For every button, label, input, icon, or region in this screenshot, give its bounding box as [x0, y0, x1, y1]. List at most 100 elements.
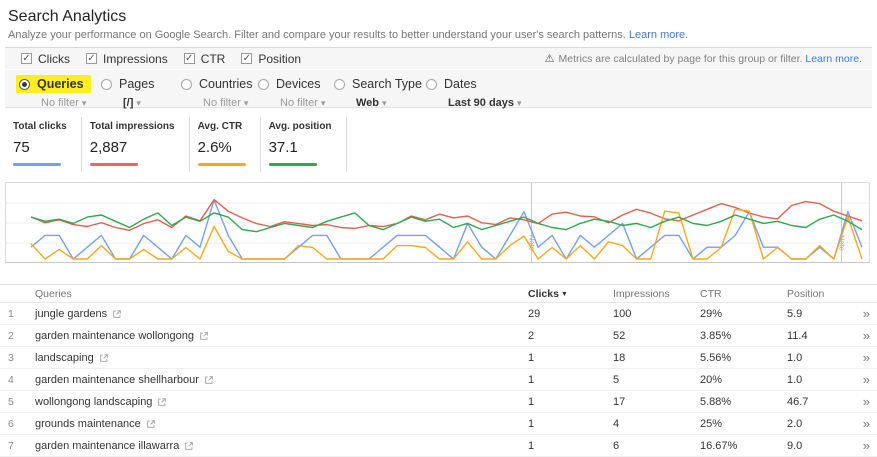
query-link[interactable]: garden maintenance wollongong: [35, 329, 195, 342]
query-cell: garden maintenance illawarra: [30, 440, 518, 452]
position-value: 1.0: [787, 351, 803, 364]
metric-checkbox-ctr[interactable]: ✓ CTR: [183, 52, 225, 66]
expand-row-button[interactable]: »: [862, 350, 870, 365]
column-header-clicks[interactable]: Clicks ▼: [528, 287, 568, 300]
position-value: 9.0: [787, 439, 803, 452]
query-link[interactable]: garden maintenance illawarra: [35, 439, 180, 452]
dimension-filter-dropdown[interactable]: No filter ▾: [280, 97, 334, 109]
checkbox-checked-icon: ✓: [241, 53, 253, 64]
radio-icon: [258, 78, 269, 90]
queries-table: Queries Clicks ▼ Impressions CTR Position…: [0, 284, 877, 457]
external-link-icon[interactable]: [199, 331, 209, 341]
dimension-radio-row[interactable]: Queries: [16, 75, 91, 93]
external-link-icon[interactable]: [146, 419, 156, 429]
query-cell: grounds maintenance: [30, 418, 518, 430]
external-link-icon[interactable]: [204, 375, 214, 385]
page-description: Analyze your performance on Google Searc…: [8, 29, 688, 41]
query-cell: landscaping: [30, 352, 518, 364]
chart-line-ctr: [30, 208, 863, 260]
summary-card-underline: [197, 163, 246, 166]
summary-card-label: Avg. CTR: [197, 121, 243, 132]
dimension-filter-dropdown[interactable]: Last 90 days ▾: [448, 97, 522, 109]
impressions-value: 4: [613, 417, 620, 430]
metrics-notice-learn-more-link[interactable]: Learn more.: [805, 53, 862, 65]
external-link-icon[interactable]: [157, 397, 167, 407]
dimension-radio-row[interactable]: Pages: [98, 75, 161, 93]
expand-row-button[interactable]: »: [862, 416, 870, 431]
metric-checkbox-impressions[interactable]: ✓ Impressions: [86, 52, 168, 66]
clicks-value: 2: [528, 329, 535, 342]
analytics-chart[interactable]: Note Note: [5, 182, 870, 263]
column-header-impressions[interactable]: Impressions: [613, 287, 670, 300]
dimension-radio-row[interactable]: Dates: [423, 75, 484, 93]
dimension-radio-row[interactable]: Countries: [178, 75, 260, 93]
dimension-filter-dropdown[interactable]: [/] ▾: [123, 97, 181, 109]
expand-row-button[interactable]: »: [862, 438, 870, 453]
radio-icon: [334, 78, 345, 90]
expand-row-button[interactable]: »: [862, 372, 870, 387]
external-link-icon[interactable]: [99, 353, 109, 363]
row-rank: 2: [8, 329, 14, 342]
radio-icon: [19, 78, 30, 90]
summary-card-label: Total impressions: [89, 121, 175, 132]
external-link-icon[interactable]: [184, 441, 194, 451]
checkbox-checked-icon: ✓: [183, 53, 195, 64]
radio-icon: [426, 78, 437, 90]
annotation-label: Note: [838, 235, 847, 251]
dimension-filter-dropdown[interactable]: No filter ▾: [203, 97, 258, 109]
summary-card-underline: [268, 163, 317, 166]
impressions-value: 52: [613, 329, 626, 342]
table-header-row: Queries Clicks ▼ Impressions CTR Position: [0, 284, 877, 303]
external-link-icon[interactable]: [112, 309, 122, 319]
summary-card-underline: [89, 163, 138, 166]
chart-line-clicks: [30, 199, 863, 260]
dimension-filter-dropdown[interactable]: Web ▾: [356, 97, 426, 109]
ctr-value: 5.88%: [700, 395, 732, 408]
dimension-filter-value: [/]: [123, 96, 134, 109]
dimension-radio-row[interactable]: Devices: [255, 75, 327, 93]
column-header-ctr[interactable]: CTR: [700, 287, 722, 300]
dimension-label: Countries: [199, 77, 253, 91]
dimension-filter-devices: Devices No filter ▾: [255, 75, 334, 109]
annotation-label: Note: [528, 235, 537, 251]
metric-checkbox-label: Impressions: [103, 51, 168, 66]
clicks-value: 1: [528, 373, 535, 386]
dimension-filter-search-type: Search Type Web ▾: [331, 75, 429, 109]
query-link[interactable]: garden maintenance shellharbour: [35, 373, 199, 386]
dimension-label: Pages: [119, 77, 155, 91]
query-cell: jungle gardens: [30, 308, 518, 320]
expand-row-button[interactable]: »: [862, 328, 870, 343]
table-row: 6 grounds maintenance 1 4 25% 2.0 »: [0, 413, 877, 435]
clicks-value: 1: [528, 439, 535, 452]
column-header-queries[interactable]: Queries: [35, 287, 72, 300]
clicks-value: 29: [528, 307, 541, 320]
query-link[interactable]: jungle gardens: [35, 307, 108, 320]
row-rank: 6: [8, 417, 14, 430]
dimension-radio-row[interactable]: Search Type: [331, 75, 429, 93]
metric-checkbox-label: Position: [258, 51, 302, 66]
row-rank: 7: [8, 439, 14, 452]
expand-row-button[interactable]: »: [862, 394, 870, 409]
position-value: 5.9: [787, 307, 803, 320]
position-value: 1.0: [787, 373, 803, 386]
impressions-value: 17: [613, 395, 626, 408]
summary-cards: Total clicks 75 Total impressions 2,887 …: [5, 117, 347, 172]
metric-checkbox-position[interactable]: ✓ Position: [241, 52, 301, 66]
query-link[interactable]: wollongong landscaping: [35, 395, 153, 408]
dimension-filter-dropdown[interactable]: No filter ▾: [41, 97, 101, 109]
ctr-value: 20%: [700, 373, 723, 386]
query-link[interactable]: grounds maintenance: [35, 417, 141, 430]
expand-row-button[interactable]: »: [862, 306, 870, 321]
dimension-label: Search Type: [352, 77, 422, 91]
column-header-position[interactable]: Position: [787, 287, 825, 300]
query-link[interactable]: landscaping: [35, 351, 94, 364]
ctr-value: 3.85%: [700, 329, 732, 342]
ctr-value: 25%: [700, 417, 723, 430]
dimension-label: Queries: [37, 77, 84, 91]
dimension-filter-countries: Countries No filter ▾: [178, 75, 260, 109]
checkbox-checked-icon: ✓: [21, 53, 32, 64]
dimension-filter-value: Web: [356, 96, 380, 109]
learn-more-link[interactable]: Learn more.: [628, 29, 689, 41]
metric-checkbox-clicks[interactable]: ✓ Clicks: [21, 52, 70, 66]
table-row: 5 wollongong landscaping 1 17 5.88% 46.7…: [0, 391, 877, 413]
